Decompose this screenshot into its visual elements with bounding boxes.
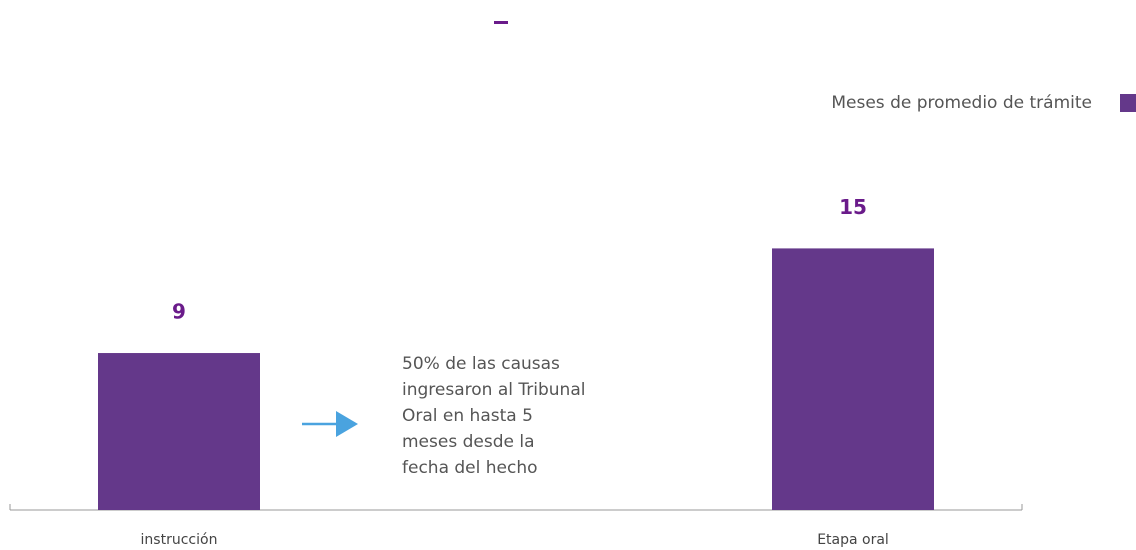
value-label: 15 xyxy=(839,195,867,219)
x-tick-label: Etapa oral xyxy=(817,532,889,548)
annotation: Oral en hasta 5 xyxy=(402,406,533,426)
x-tick-label: instrucción xyxy=(141,532,218,548)
legend-swatch xyxy=(1120,94,1136,112)
bar xyxy=(98,353,260,510)
annotation: 50% de las causas xyxy=(402,354,560,374)
arrow-head xyxy=(336,411,358,437)
annotation: meses desde la xyxy=(402,432,535,452)
legend-label: Meses de promedio de trámite xyxy=(831,93,1092,113)
annotation: ingresaron al Tribunal xyxy=(402,380,585,400)
annotation: fecha del hecho xyxy=(402,458,538,478)
bar xyxy=(772,248,934,510)
value-label: 9 xyxy=(172,300,186,324)
decoration xyxy=(494,21,508,24)
